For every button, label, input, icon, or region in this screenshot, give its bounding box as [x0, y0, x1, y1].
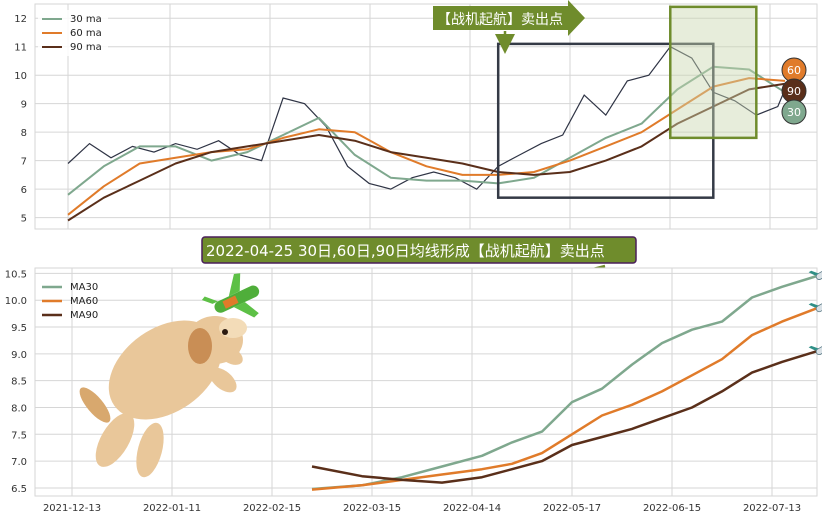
dog-illustration	[79, 316, 247, 478]
legend-label-60ma: 60 ma	[70, 28, 102, 39]
legend-label-ma90: MA90	[70, 310, 98, 321]
bottom-x-tick-label: 2022-05-17	[543, 503, 601, 514]
top-y-tick-label: 12	[14, 14, 27, 25]
series-ma30	[67, 65, 786, 196]
dark-highlight-box	[496, 42, 715, 199]
bottom-x-tick-label: 2022-07-13	[743, 503, 801, 514]
top-y-tick-label: 9	[21, 100, 27, 111]
toy-airplane-icon	[201, 273, 260, 318]
legend-label-90ma: 90 ma	[70, 42, 102, 53]
bottom-y-tick-label: 10.0	[5, 296, 27, 307]
bottom-legend: MA30 MA60 MA90	[42, 282, 98, 321]
series-ma60	[311, 307, 818, 491]
bottom-y-tick-label: 7.0	[11, 457, 27, 468]
top-y-tick-label: 7	[21, 157, 27, 168]
bottom-x-tick-label: 2022-03-15	[343, 503, 401, 514]
badge-60-label: 60	[787, 64, 801, 77]
top-y-axis: 5 6 7 8 9 10 11 12	[14, 14, 27, 224]
bottom-series-group	[311, 274, 818, 491]
top-y-tick-label: 6	[21, 185, 27, 196]
bottom-y-tick-label: 8.5	[11, 377, 27, 388]
bottom-y-tick-label: 6.5	[11, 484, 27, 495]
top-y-tick-label: 5	[21, 214, 27, 225]
bottom-x-tick-label: 2022-06-15	[643, 503, 701, 514]
mid-banner-label: 2022-04-25 30日,60日,90日均线形成【战机起航】卖出点	[206, 242, 605, 260]
series-price	[67, 45, 786, 190]
top-series-group	[67, 45, 786, 222]
bottom-y-tick-label: 8.0	[11, 403, 27, 414]
bottom-x-axis: 2021-12-13 2022-01-11 2022-02-15 2022-03-15…	[43, 503, 801, 514]
series-ma90	[311, 350, 818, 484]
badge-90-label: 90	[787, 85, 801, 98]
top-plot-area	[34, 3, 818, 230]
top-annotation-label: 【战机起航】卖出点	[437, 12, 563, 28]
bottom-x-tick-label: 2022-04-14	[443, 503, 501, 514]
bottom-x-tick-label: 2022-02-15	[243, 503, 301, 514]
bottom-x-tick-label: 2022-01-11	[143, 503, 201, 514]
top-highlight-boxes	[496, 5, 758, 199]
badge-30-label: 30	[787, 106, 801, 119]
top-y-tick-label: 11	[14, 43, 27, 54]
badge-30	[781, 99, 807, 125]
bottom-y-axis: 6.5 7.0 7.5 8.0 8.5 9.0 9.5 10.0 10.5	[5, 269, 27, 495]
series-ma60	[67, 77, 786, 216]
series-ma90	[67, 82, 786, 222]
legend-label-ma60: MA60	[70, 296, 98, 307]
ma-badges: 60 90 30	[781, 57, 807, 125]
bottom-grid	[35, 268, 817, 496]
top-annotation-banner: 【战机起航】卖出点	[433, 0, 585, 54]
legend-label-ma30: MA30	[70, 282, 98, 293]
top-legend: 30 ma 60 ma 90 ma	[38, 10, 108, 56]
bottom-x-tick-label: 2021-12-13	[43, 503, 101, 514]
legend-label-30ma: 30 ma	[70, 14, 102, 25]
bottom-y-tick-label: 9.0	[11, 350, 27, 361]
mid-banner: 2022-04-25 30日,60日,90日均线形成【战机起航】卖出点	[201, 236, 637, 289]
top-y-tick-label: 8	[21, 128, 27, 139]
bottom-chart-panel: 6.5 7.0 7.5 8.0 8.5 9.0 9.5 10.0 10.5 2021-12-13…	[5, 264, 822, 514]
top-y-tick-label: 10	[14, 71, 27, 82]
bottom-y-tick-label: 9.5	[11, 323, 27, 334]
series-ma30	[311, 274, 818, 491]
green-highlight-box	[669, 5, 758, 140]
bottom-y-tick-label: 7.5	[11, 430, 27, 441]
bottom-y-tick-label: 10.5	[5, 269, 27, 280]
